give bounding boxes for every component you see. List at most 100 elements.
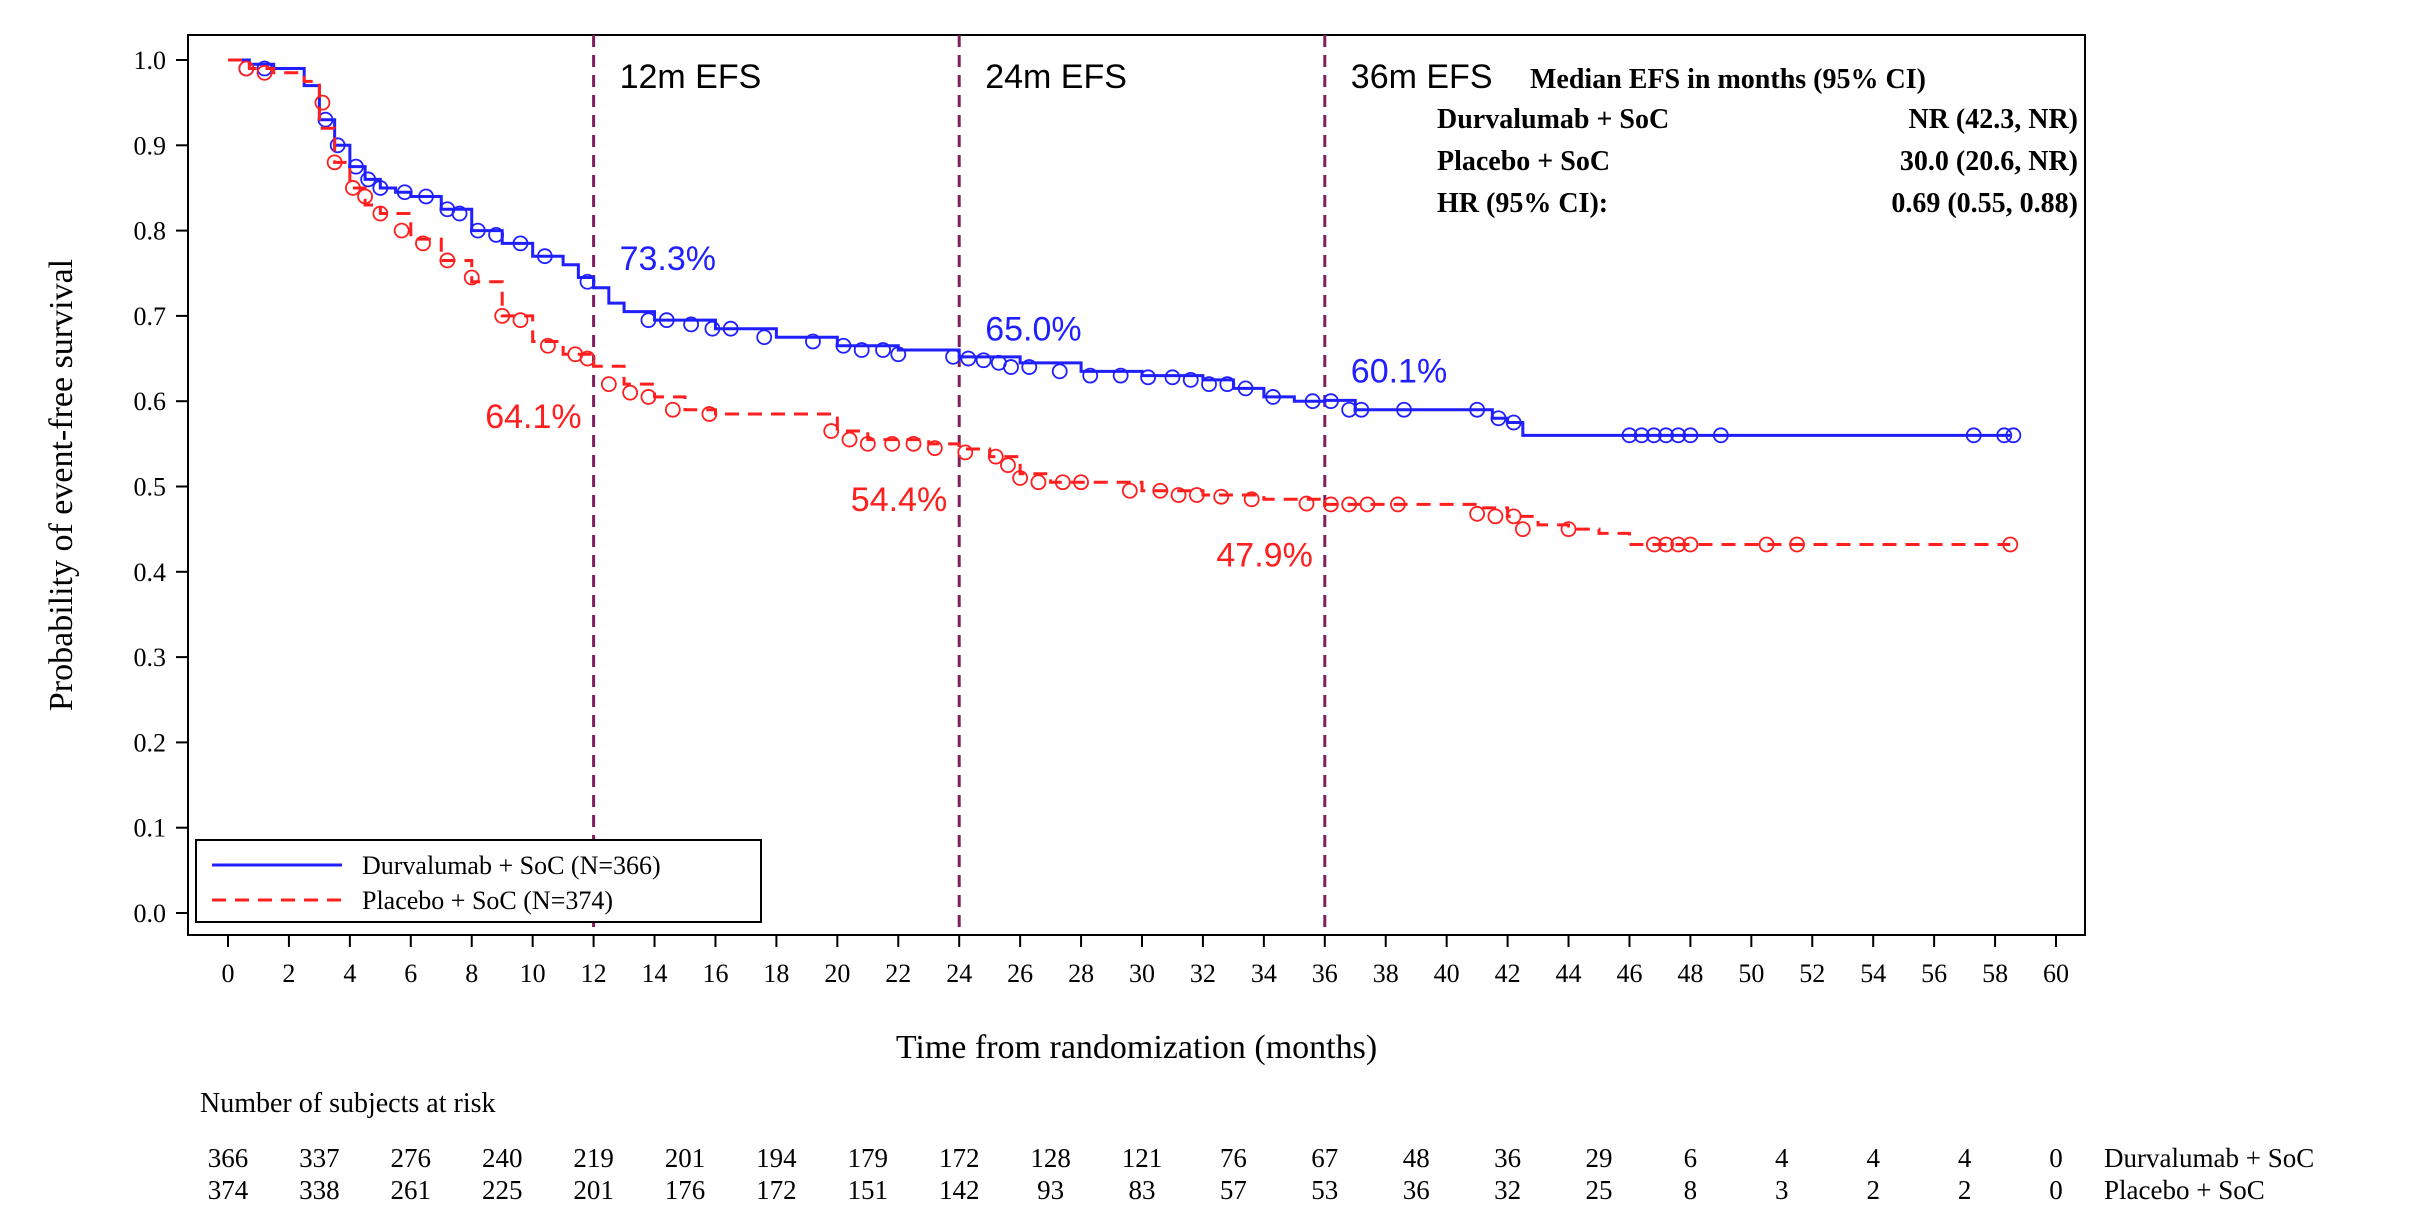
censor-mark — [640, 389, 657, 405]
censor-mark — [415, 235, 431, 252]
censor-mark — [1152, 482, 1169, 499]
censor-mark — [360, 171, 377, 188]
x-tick-label: 46 — [1616, 959, 1642, 988]
censor-mark — [463, 269, 480, 286]
risk-value: 25 — [1586, 1175, 1613, 1205]
legend: Durvalumab + SoC (N=366) Placebo + SoC (N… — [195, 839, 762, 923]
risk-value: 2 — [1958, 1175, 1972, 1205]
risk-value: 201 — [665, 1143, 706, 1173]
x-tick-label: 8 — [465, 959, 478, 988]
censor-mark — [841, 431, 858, 448]
censor-mark — [372, 205, 389, 222]
risk-value: 4 — [1775, 1143, 1789, 1173]
censor-mark — [1645, 536, 1662, 553]
y-tick-label: 0.7 — [134, 302, 167, 331]
censor-mark — [2005, 427, 2022, 444]
milestone-label: 24m EFS — [985, 58, 1127, 96]
censor-mark — [853, 342, 870, 358]
x-tick-label: 0 — [222, 959, 235, 988]
censor-mark — [1487, 508, 1504, 525]
risk-value: 366 — [208, 1143, 249, 1173]
x-tick-label: 44 — [1556, 959, 1582, 988]
censor-mark — [823, 423, 840, 439]
censor-mark — [1341, 401, 1358, 418]
risk-value: 374 — [208, 1175, 249, 1205]
risk-value: 29 — [1586, 1143, 1613, 1173]
median-efs-box: Median EFS in months (95% CI) Durvalumab … — [1437, 64, 2078, 219]
censor-mark — [1341, 496, 1358, 513]
censor-mark — [1514, 521, 1531, 538]
placebo-efs-label: 54.4% — [851, 481, 947, 519]
censor-mark — [600, 376, 617, 393]
risk-value: 240 — [482, 1143, 523, 1173]
censor-mark — [1265, 389, 1281, 405]
risk-value: 201 — [573, 1175, 614, 1205]
x-tick-label: 40 — [1434, 959, 1460, 988]
censor-mark — [926, 440, 943, 457]
censor-mark — [326, 154, 343, 171]
censor-mark — [987, 448, 1004, 465]
risk-value: 4 — [1866, 1143, 1880, 1173]
survival-curves — [228, 58, 2022, 553]
stats-row-label: HR (95% CI): — [1437, 188, 1608, 219]
censor-mark — [1082, 367, 1099, 384]
stats-row-label: Placebo + SoC — [1437, 146, 1610, 177]
stats-row-label: Durvalumab + SoC — [1437, 104, 1669, 135]
censor-mark — [1353, 401, 1370, 418]
x-tick-label: 12 — [581, 959, 607, 988]
x-tick-label: 2 — [282, 959, 295, 988]
censor-mark — [1140, 369, 1156, 386]
risk-value: 276 — [391, 1143, 432, 1173]
x-tick-label: 38 — [1373, 959, 1399, 988]
reference-lines: 12m EFS 24m EFS 36m EFS — [592, 35, 1493, 935]
censor-mark — [664, 401, 681, 418]
risk-value: 0 — [2049, 1143, 2063, 1173]
risk-value: 4 — [1958, 1143, 1972, 1173]
risk-value: 3 — [1775, 1175, 1789, 1205]
stats-row-value: NR (42.3, NR) — [1908, 104, 2078, 135]
censor-mark — [1304, 393, 1321, 410]
censor-mark — [1322, 496, 1339, 513]
risk-value: 67 — [1311, 1143, 1338, 1173]
risk-value: 179 — [848, 1143, 889, 1173]
censor-mark — [2002, 536, 2019, 553]
x-tick-label: 36 — [1312, 959, 1338, 988]
censor-mark — [1996, 427, 2013, 444]
censor-mark — [329, 137, 346, 154]
placebo-efs-label: 64.1% — [485, 398, 581, 436]
censor-mark — [238, 60, 255, 77]
censor-mark — [945, 348, 962, 365]
y-tick-label: 0.9 — [134, 131, 167, 160]
censor-mark — [1322, 393, 1339, 410]
censor-mark — [1359, 496, 1376, 513]
y-tick-label: 0.8 — [134, 217, 167, 246]
censor-mark — [1658, 536, 1674, 553]
x-tick-label: 4 — [343, 959, 356, 988]
risk-value: 48 — [1403, 1143, 1430, 1173]
censor-mark — [701, 406, 718, 422]
x-tick-label: 16 — [702, 959, 728, 988]
censor-mark — [536, 248, 553, 265]
censor-mark — [1682, 427, 1699, 444]
y-tick-label: 0.1 — [134, 814, 167, 843]
censor-mark — [835, 337, 852, 354]
censor-mark — [805, 333, 821, 350]
censor-mark — [488, 226, 505, 243]
censor-mark — [1789, 536, 1805, 553]
y-tick-label: 1.0 — [134, 46, 167, 75]
censor-mark — [1121, 482, 1138, 499]
axes: 0.00.10.20.30.40.50.60.70.80.91.00 2 4 6 8 10… — [43, 34, 2086, 1066]
censor-mark — [905, 435, 922, 452]
x-tick-label: 52 — [1799, 959, 1825, 988]
censor-mark — [314, 94, 331, 111]
x-tick-label: 24 — [946, 959, 972, 988]
censor-mark — [357, 188, 374, 205]
risk-value: 337 — [299, 1143, 340, 1173]
risk-value: 121 — [1122, 1143, 1163, 1173]
censor-mark — [1021, 359, 1038, 375]
censor-mark — [1682, 536, 1699, 553]
risk-value: 172 — [939, 1143, 980, 1173]
x-tick-label: 26 — [1007, 959, 1033, 988]
censor-mark — [1030, 474, 1047, 491]
plot-frame — [187, 34, 2086, 936]
